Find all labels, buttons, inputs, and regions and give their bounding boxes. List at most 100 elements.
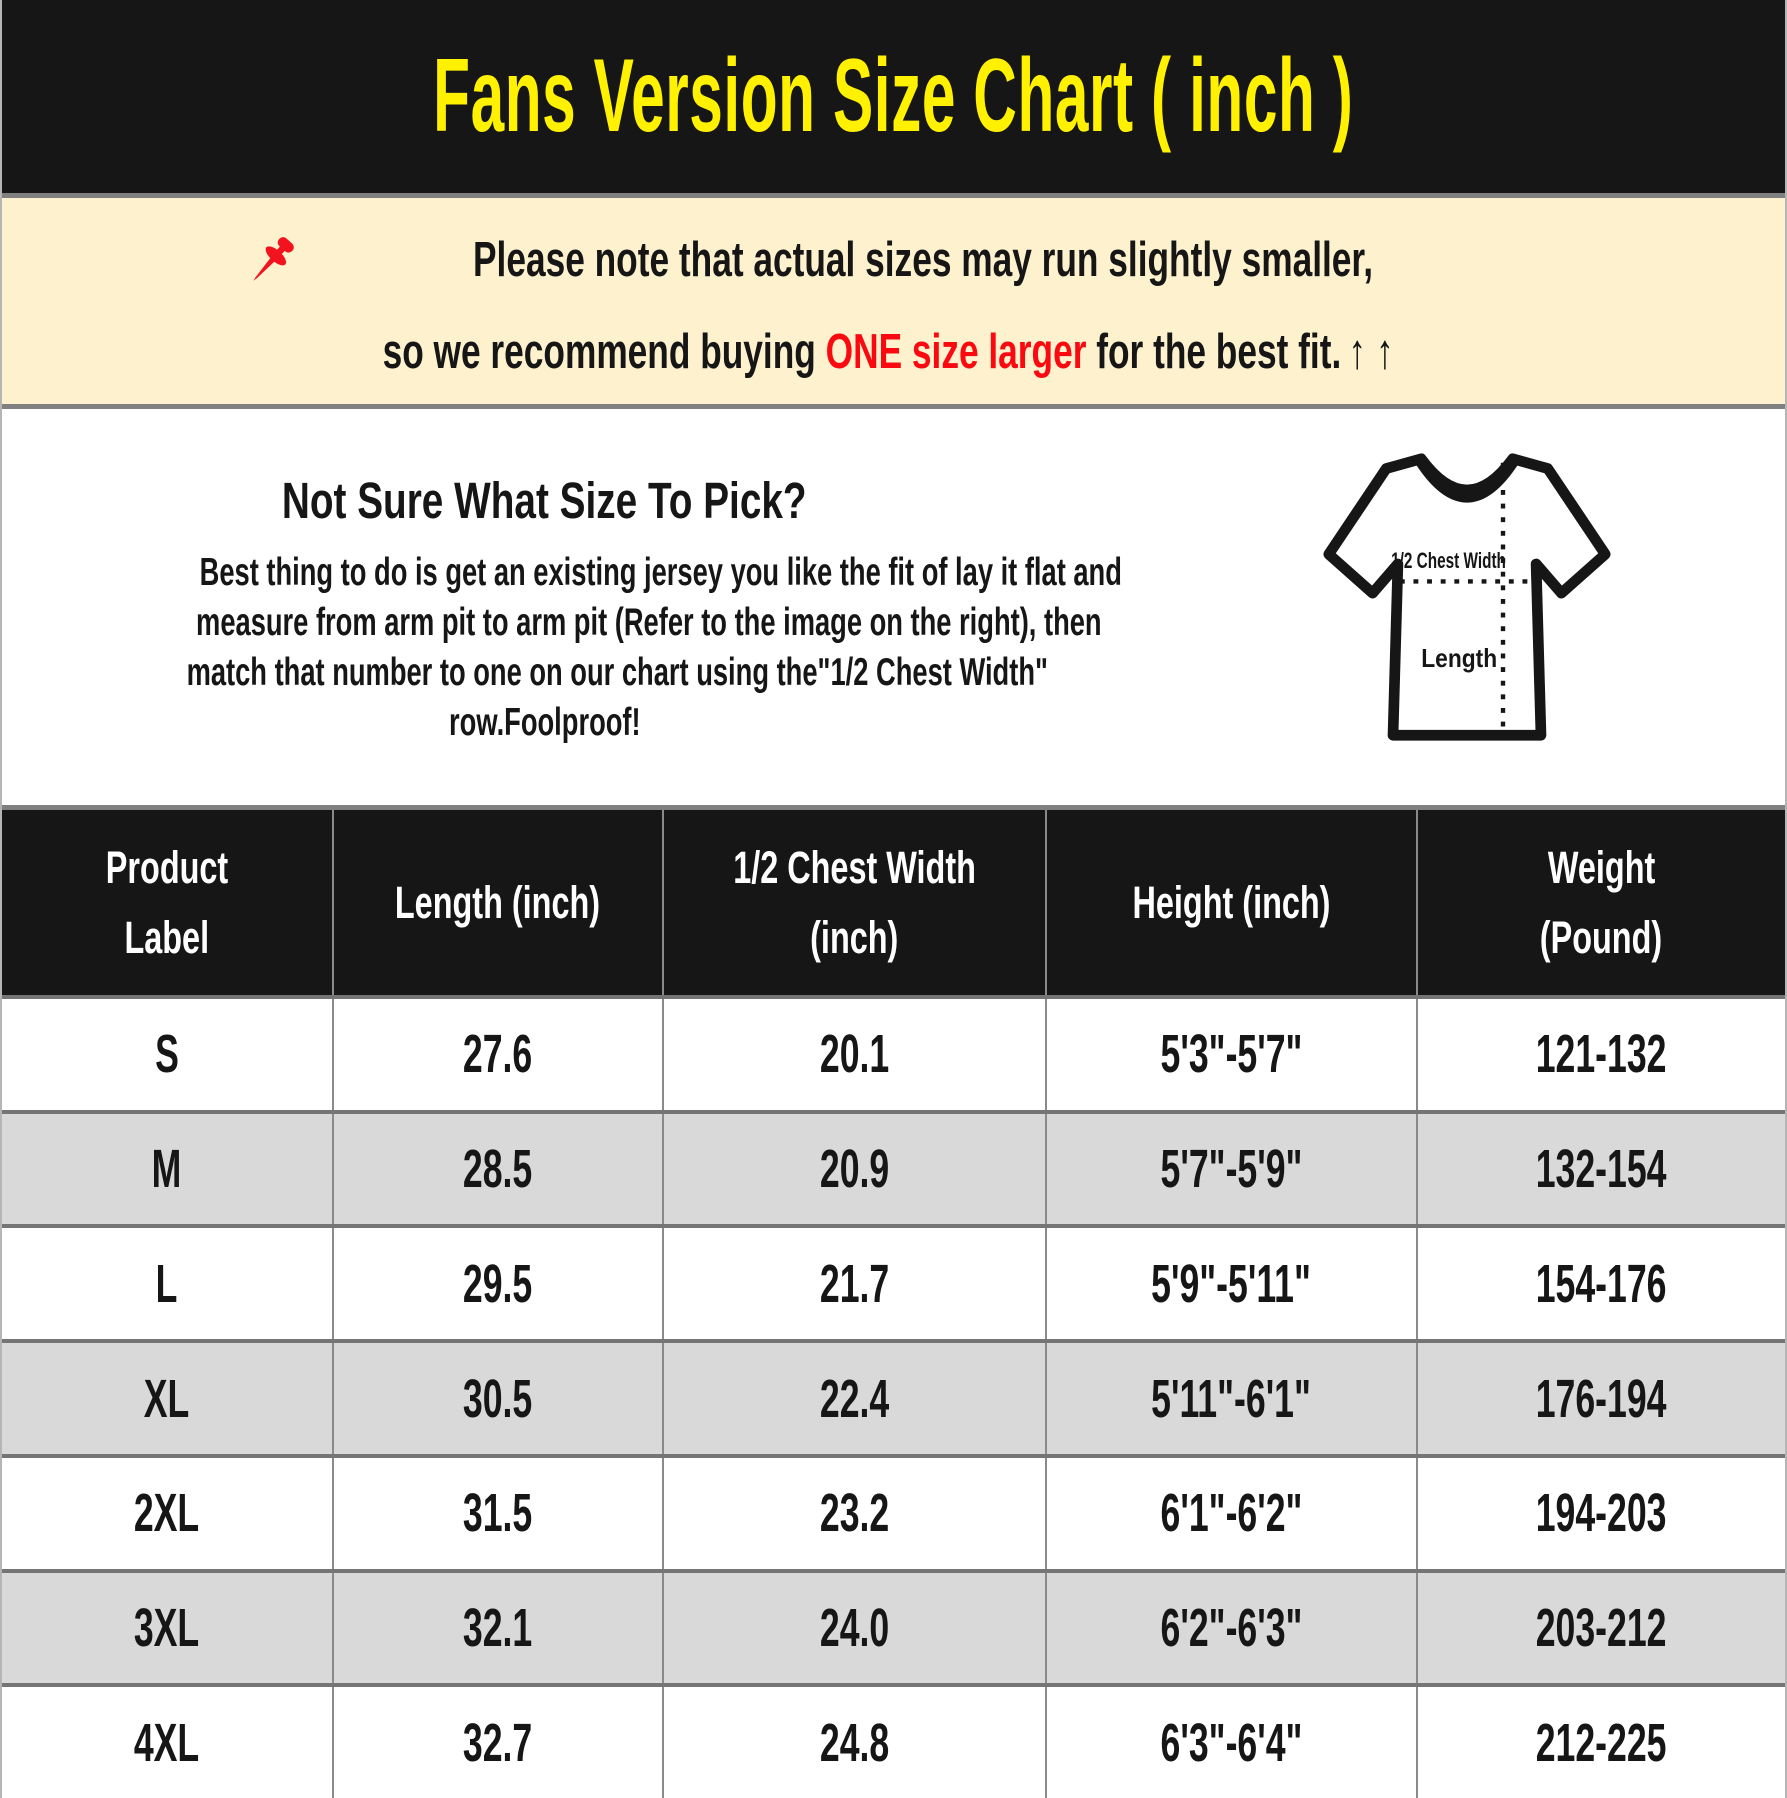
cell-length: 27.6 [331,999,662,1110]
cell-weight: 132-154 [1415,1113,1785,1225]
cell-length: 31.5 [331,1457,662,1569]
cell-height: 6'2"-6'3" [1045,1572,1416,1684]
header-chest-width: 1/2 Chest Width (inch) [661,810,1045,995]
cell-text: 30.5 [463,1368,533,1429]
cell-text: 20.1 [819,1024,890,1085]
cell-text: 6'1"-6'2" [1160,1483,1303,1544]
page-title: Fans Version Size Chart ( inch ) [433,38,1354,154]
table-row-xl: XL 30.5 22.4 5'11"-6'1" 176-194 [2,1339,1785,1454]
cell-text: 2XL [134,1483,200,1544]
guide-line-text-3: match that number to one on our chart us… [186,651,1048,694]
tshirt-measurement-diagram: 1/2 Chest Width Length [1321,437,1613,759]
cell-text: 32.7 [463,1712,533,1773]
cell-text: 32.1 [463,1597,533,1658]
cell-text: 22.4 [819,1368,890,1429]
cell-text: 132-154 [1536,1139,1667,1200]
table-row-m: M 28.5 20.9 5'7"-5'9" 132-154 [2,1109,1785,1225]
cell-size: 2XL [2,1458,332,1569]
note-highlight: ONE size larger [825,325,1087,379]
cell-chest: 22.4 [661,1343,1045,1454]
cell-text: 121-132 [1536,1024,1667,1085]
cell-height: 5'9"-5'11" [1045,1228,1416,1340]
cell-length: 28.5 [331,1113,662,1225]
cell-text: 154-176 [1536,1253,1667,1314]
cell-height: 5'3"-5'7" [1045,999,1416,1110]
note-banner: Please note that actual sizes may run sl… [2,198,1785,404]
cell-text: 29.5 [463,1253,533,1314]
note-text-2-prefix: so we recommend buying [382,325,826,379]
cell-size: 4XL [2,1687,332,1798]
cell-text: L [156,1253,178,1314]
note-text-2-suffix: for the best fit. [1086,325,1342,379]
sizing-guide-section: Not Sure What Size To Pick? Best thing t… [2,409,1785,805]
size-table: Product Label Length (inch) 1/2 Chest Wi… [2,805,1785,1798]
cell-text: 5'7"-5'9" [1160,1139,1303,1200]
pushpin-icon [253,237,295,281]
separator [2,404,1785,409]
separator [2,193,1785,198]
header-text: Label [124,911,210,963]
cell-height: 6'1"-6'2" [1045,1457,1416,1569]
cell-height: 5'11"-6'1" [1045,1343,1416,1454]
cell-chest: 20.1 [661,999,1045,1110]
cell-length: 32.7 [331,1687,662,1798]
table-row-2xl: 2XL 31.5 23.2 6'1"-6'2" 194-203 [2,1453,1785,1569]
note-line-1: Please note that actual sizes may run sl… [238,222,1548,298]
table-row-l: L 29.5 21.7 5'9"-5'11" 154-176 [2,1224,1785,1340]
header-text: (Pound) [1540,911,1663,963]
cell-text: 24.8 [819,1712,890,1773]
cell-weight: 203-212 [1415,1572,1785,1684]
header-weight: Weight (Pound) [1415,810,1785,995]
cell-weight: 194-203 [1415,1457,1785,1569]
note-line-2: so we recommend buying ONE size larger f… [184,324,1602,380]
header-text: (inch) [810,911,899,963]
cell-text: 5'3"-5'7" [1160,1024,1303,1085]
cell-height: 6'3"-6'4" [1045,1687,1416,1798]
cell-weight: 176-194 [1415,1343,1785,1454]
cell-length: 29.5 [331,1228,662,1340]
length-label: Length [1421,643,1497,673]
table-row-3xl: 3XL 32.1 24.0 6'2"-6'3" 203-212 [2,1568,1785,1684]
guide-heading: Not Sure What Size To Pick? [2,471,1087,530]
guide-line: measure from arm pit to arm pit (Refer t… [2,598,1102,648]
table-row-4xl: 4XL 32.7 24.8 6'3"-6'4" 212-225 [2,1683,1785,1798]
cell-weight: 212-225 [1415,1687,1785,1798]
header-height: Height (inch) [1045,810,1416,995]
cell-text: 4XL [134,1712,200,1773]
cell-size: 3XL [2,1573,332,1684]
cell-text: 3XL [134,1597,200,1658]
cell-text: 212-225 [1536,1712,1667,1773]
cell-size: XL [2,1343,332,1454]
cell-text: 5'9"-5'11" [1151,1253,1312,1314]
cell-text: 24.0 [819,1597,890,1658]
cell-text: 6'2"-6'3" [1160,1597,1303,1658]
note-text-2: so we recommend buying ONE size larger f… [383,324,1404,380]
cell-text: 23.2 [819,1483,890,1544]
cell-text: 31.5 [463,1483,533,1544]
sizing-guide-text: Not Sure What Size To Pick? Best thing t… [2,409,1122,748]
header-text: Length (inch) [395,876,601,928]
guide-line-text-1: Best thing to do is get an existing jers… [199,551,1122,594]
cell-weight: 121-132 [1415,999,1785,1110]
chest-width-label: 1/2 Chest Width [1391,548,1506,573]
guide-heading-text: Not Sure What Size To Pick? [282,472,807,529]
header-text: Height (inch) [1132,876,1331,928]
table-row-s: S 27.6 20.1 5'3"-5'7" 121-132 [2,995,1785,1110]
guide-line: Best thing to do is get an existing jers… [2,548,1122,598]
cell-chest: 21.7 [661,1228,1045,1340]
cell-text: 5'11"-6'1" [1151,1368,1312,1429]
title-bar: Fans Version Size Chart ( inch ) [2,0,1785,193]
header-text: Product [105,841,229,893]
note-text-1: Please note that actual sizes may run sl… [473,233,1374,287]
cell-size: M [2,1114,332,1225]
cell-weight: 154-176 [1415,1228,1785,1340]
cell-text: XL [144,1368,190,1429]
tshirt-icon: 1/2 Chest Width Length [1323,453,1611,741]
cell-chest: 24.8 [661,1687,1045,1798]
cell-length: 30.5 [331,1343,662,1454]
cell-length: 32.1 [331,1572,662,1684]
cell-text: 27.6 [463,1024,533,1085]
cell-size: S [2,999,332,1110]
cell-text: 20.9 [819,1139,890,1200]
cell-text: 194-203 [1536,1483,1667,1544]
